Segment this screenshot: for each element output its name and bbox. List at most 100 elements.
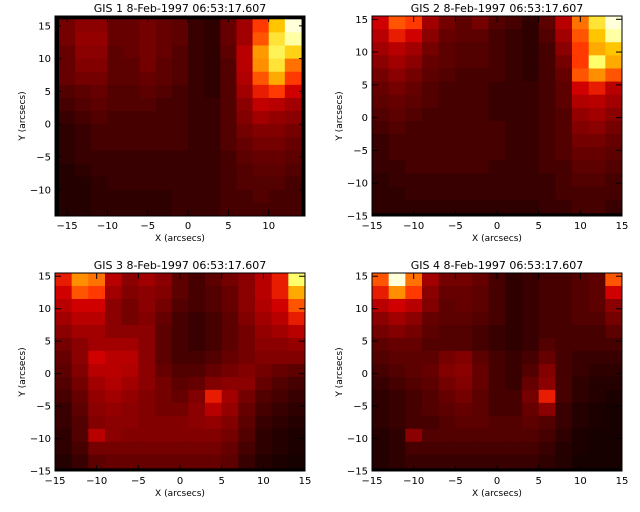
heatmap-cell bbox=[488, 42, 506, 56]
heatmap-cell bbox=[105, 441, 123, 456]
y-tick-label: −10 bbox=[347, 179, 368, 190]
heatmap-cell bbox=[588, 376, 606, 391]
heatmap-cell bbox=[252, 137, 270, 152]
heatmap-cell bbox=[572, 454, 590, 469]
heatmap-cell bbox=[538, 55, 556, 70]
heatmap-cell bbox=[405, 285, 423, 300]
heatmap-cell bbox=[255, 337, 273, 352]
heatmap-cell bbox=[188, 454, 206, 469]
heatmap-cell bbox=[555, 415, 573, 430]
heatmap-cell bbox=[438, 324, 456, 339]
heatmap-cell bbox=[205, 324, 223, 339]
heatmap-cell bbox=[188, 324, 206, 339]
heatmap-cell bbox=[155, 58, 173, 73]
heatmap-cell bbox=[138, 311, 156, 326]
heatmap-cell bbox=[488, 120, 506, 135]
heatmap-cell bbox=[505, 389, 523, 404]
heatmap-cell bbox=[572, 173, 590, 188]
heatmap-cell bbox=[71, 376, 89, 391]
heatmap-cell bbox=[572, 311, 590, 326]
heatmap-cell bbox=[438, 285, 456, 300]
heatmap-cell bbox=[204, 58, 221, 73]
heatmap-cell bbox=[188, 415, 206, 430]
heatmap-cell bbox=[204, 19, 221, 33]
heatmap-cell bbox=[555, 337, 573, 352]
heatmap-cell bbox=[155, 150, 173, 165]
heatmap-cell bbox=[121, 324, 139, 339]
heatmap-cell bbox=[123, 19, 141, 33]
heatmap-cell bbox=[405, 55, 423, 70]
heatmap-cell bbox=[138, 415, 156, 430]
heatmap-cell bbox=[55, 337, 73, 352]
heatmap-cell bbox=[123, 84, 141, 99]
heatmap-cell bbox=[388, 415, 406, 430]
heatmap-cell bbox=[220, 19, 238, 33]
heatmap-cell bbox=[605, 285, 622, 300]
heatmap-cell bbox=[171, 363, 189, 378]
heatmap-cell bbox=[605, 298, 622, 313]
heatmap-cell bbox=[220, 150, 238, 165]
heatmap-cell bbox=[388, 363, 406, 378]
heatmap-cell bbox=[572, 324, 590, 339]
heatmap-cell bbox=[388, 16, 406, 30]
heatmap-cell bbox=[220, 111, 238, 125]
heatmap-cell bbox=[204, 137, 221, 152]
heatmap-cell bbox=[123, 32, 141, 47]
heatmap-cell bbox=[405, 273, 423, 287]
heatmap-cell bbox=[555, 402, 573, 417]
heatmap-cell bbox=[271, 337, 289, 352]
heatmap-cell bbox=[188, 111, 205, 125]
heatmap-cell bbox=[588, 120, 606, 135]
heatmap-cell bbox=[538, 107, 556, 122]
heatmap-cell bbox=[204, 32, 221, 47]
heatmap-cells bbox=[55, 273, 305, 469]
heatmap-cell bbox=[88, 363, 106, 378]
heatmap-panel-3: −15 −10 −5 0 5 10 15 −15 −10 −5 0 5 10 15 GIS 3 8-Feb-… bbox=[18, 259, 311, 499]
heatmap-cell bbox=[455, 81, 473, 96]
heatmap-cell bbox=[588, 55, 606, 70]
heatmap-cell bbox=[405, 454, 423, 469]
heatmap-cell bbox=[538, 134, 556, 148]
heatmap-cell bbox=[105, 389, 123, 404]
heatmap-cell bbox=[405, 350, 423, 365]
heatmap-cell bbox=[488, 273, 506, 287]
heatmap-cell bbox=[538, 120, 556, 135]
heatmap-cell bbox=[422, 415, 440, 430]
heatmap-cell bbox=[205, 311, 223, 326]
heatmap-cell bbox=[488, 454, 506, 469]
heatmap-cell bbox=[405, 68, 423, 83]
heatmap-cell bbox=[572, 428, 590, 443]
heatmap-cell bbox=[188, 441, 206, 456]
heatmap-cell bbox=[138, 402, 156, 417]
heatmap-cell bbox=[288, 285, 305, 300]
heatmap-cell bbox=[188, 402, 206, 417]
heatmap-cell bbox=[155, 71, 173, 86]
heatmap-cell bbox=[488, 107, 506, 122]
heatmap-cell bbox=[107, 84, 125, 99]
heatmap-cell bbox=[438, 273, 456, 287]
heatmap-cell bbox=[252, 150, 270, 165]
heatmap-cell bbox=[405, 402, 423, 417]
heatmap-cell bbox=[605, 160, 622, 174]
heatmap-cell bbox=[505, 16, 523, 30]
heatmap-cell bbox=[438, 337, 456, 352]
heatmap-cell bbox=[588, 363, 606, 378]
x-axis-label: X (arcsecs) bbox=[155, 489, 205, 499]
heatmap-cell bbox=[205, 428, 223, 443]
x-tick-label: 0 bbox=[185, 221, 191, 232]
heatmap-cell bbox=[55, 376, 73, 391]
heatmap-cell bbox=[171, 176, 189, 191]
heatmap-cell bbox=[288, 454, 305, 469]
y-axis-label: Y (arcsecs) bbox=[18, 347, 28, 397]
heatmap-cell bbox=[455, 298, 473, 313]
x-tick-label: −5 bbox=[448, 476, 463, 487]
heatmap-cell bbox=[538, 285, 556, 300]
heatmap-cell bbox=[422, 134, 440, 148]
heatmap-cell bbox=[555, 147, 573, 161]
heatmap-cell bbox=[188, 298, 206, 313]
heatmap-cell bbox=[238, 350, 256, 365]
heatmap-cell bbox=[488, 376, 506, 391]
heatmap-cell bbox=[121, 285, 139, 300]
heatmap-cell bbox=[438, 428, 456, 443]
heatmap-cell bbox=[204, 97, 221, 112]
